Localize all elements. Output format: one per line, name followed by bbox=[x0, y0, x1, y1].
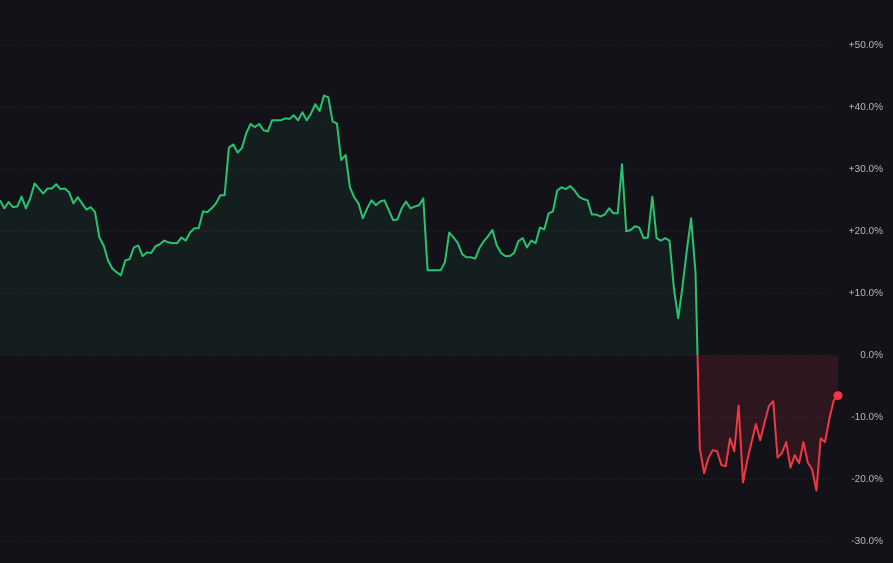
y-tick-label: -30.0% bbox=[851, 536, 883, 547]
y-tick-label: -20.0% bbox=[851, 474, 883, 485]
y-tick-label: -10.0% bbox=[851, 412, 883, 423]
y-tick-label: +20.0% bbox=[849, 226, 883, 237]
y-tick-label: 0.0% bbox=[860, 350, 883, 361]
area-positive bbox=[0, 95, 838, 356]
y-tick-label: +40.0% bbox=[849, 102, 883, 113]
y-tick-label: +50.0% bbox=[849, 40, 883, 51]
area-negative bbox=[697, 355, 838, 491]
last-point bbox=[833, 391, 843, 401]
line-positive bbox=[0, 94, 699, 356]
line-negative bbox=[696, 355, 839, 492]
y-tick-label: +30.0% bbox=[849, 164, 883, 175]
y-tick-label: +10.0% bbox=[849, 288, 883, 299]
